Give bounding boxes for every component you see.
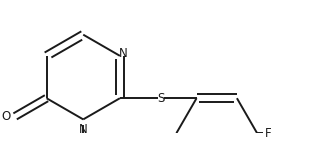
- Text: O: O: [1, 110, 10, 123]
- Text: N: N: [79, 123, 88, 136]
- Text: F: F: [265, 127, 272, 140]
- Text: N: N: [119, 47, 128, 60]
- Text: S: S: [157, 92, 164, 105]
